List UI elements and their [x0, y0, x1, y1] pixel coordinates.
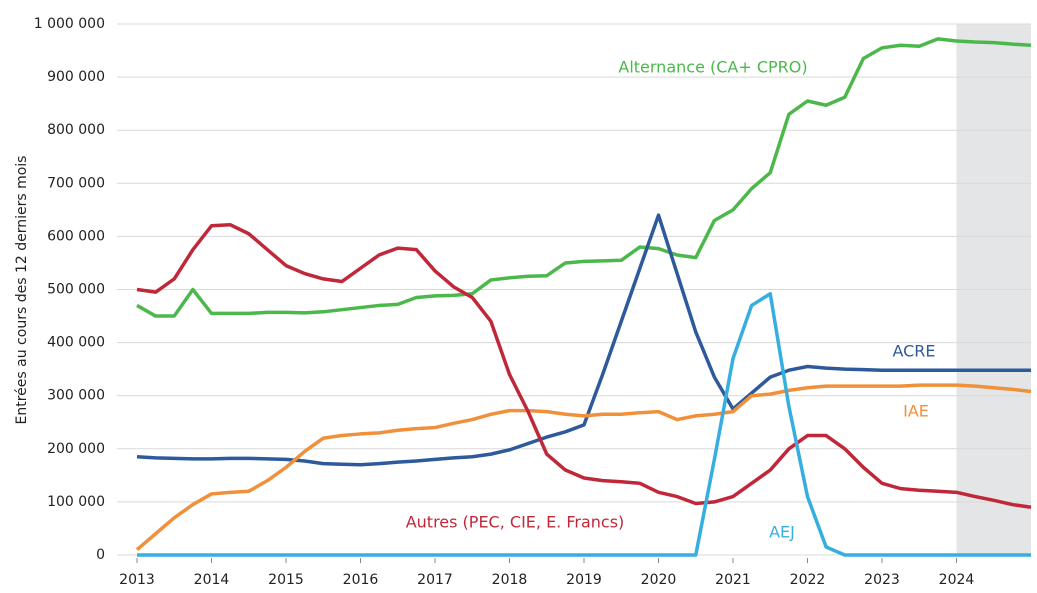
y-tick-label: 900 000	[47, 69, 105, 85]
y-tick-label: 400 000	[47, 335, 105, 351]
y-tick-label: 300 000	[47, 388, 105, 404]
y-tick-label: 700 000	[47, 175, 105, 191]
series-line	[136, 37, 1032, 318]
y-tick-label: 0	[96, 547, 105, 563]
x-tick-label: 2022	[790, 572, 826, 588]
y-tick-label: 200 000	[47, 441, 105, 457]
series-label: AEJ	[769, 523, 795, 542]
x-tick-label: 2024	[939, 572, 975, 588]
y-tick-label: 600 000	[47, 228, 105, 244]
y-tick-label: 500 000	[47, 282, 105, 298]
series-label: Alternance (CA+ CPRO)	[618, 58, 807, 77]
y-tick-label: 1 000 000	[34, 16, 105, 32]
series-line	[136, 213, 1031, 467]
series-line	[136, 222, 1032, 509]
x-tick-label: 2015	[268, 572, 304, 588]
y-axis-label: Entrées au cours des 12 derniers mois	[14, 156, 30, 425]
x-tick-label: 2023	[864, 572, 900, 588]
x-tick-label: 2017	[417, 572, 453, 588]
y-tick-label: 800 000	[47, 122, 105, 138]
x-tick-label: 2019	[566, 572, 602, 588]
series-label: IAE	[903, 402, 929, 421]
x-tick-label: 2020	[641, 572, 677, 588]
x-tick-label: 2013	[119, 572, 155, 588]
x-tick-label: 2014	[194, 572, 230, 588]
series-line	[137, 291, 1031, 557]
series-label: ACRE	[892, 342, 935, 361]
x-tick-label: 2016	[343, 572, 379, 588]
x-tick-label: 2021	[715, 572, 751, 588]
x-tick-label: 2018	[492, 572, 528, 588]
series-line	[135, 383, 1032, 552]
y-tick-label: 100 000	[47, 494, 105, 510]
series-label: Autres (PEC, CIE, E. Francs)	[406, 513, 625, 532]
